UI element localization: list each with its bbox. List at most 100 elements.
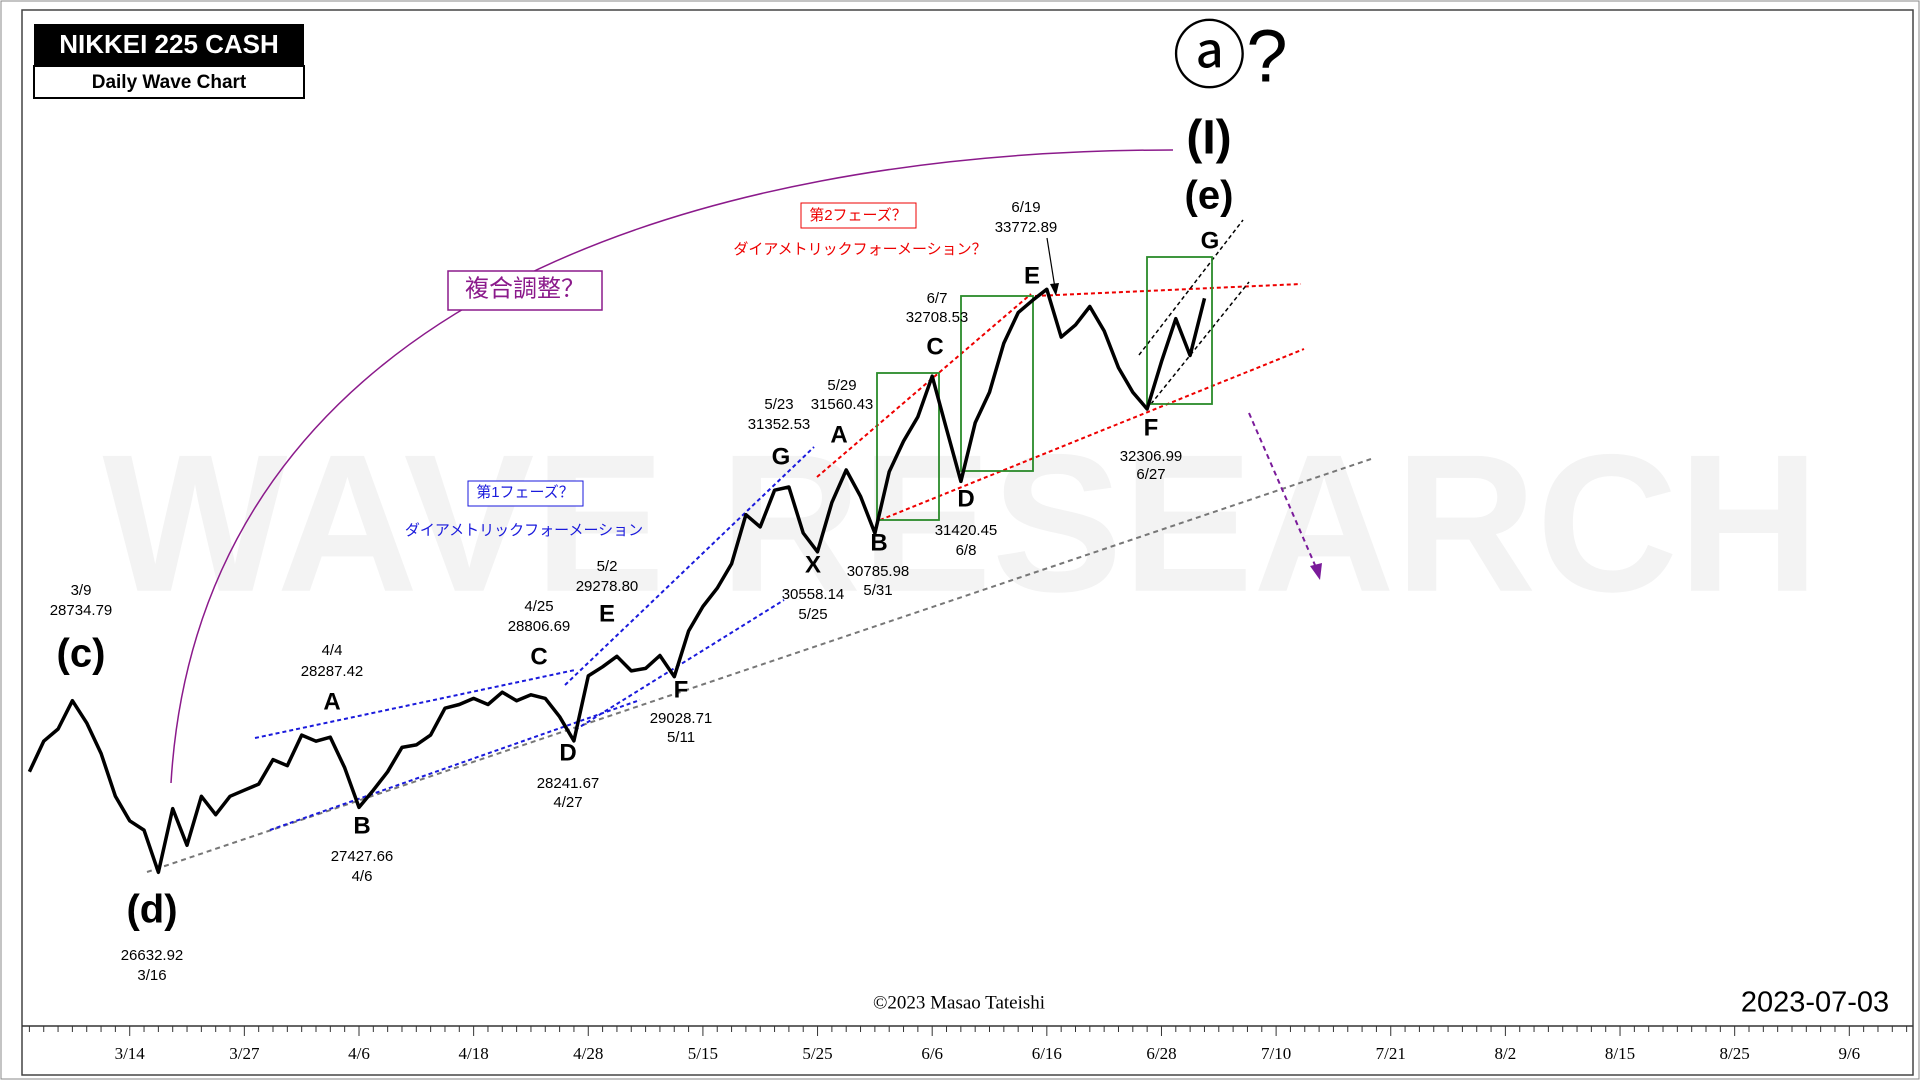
guide-line xyxy=(1150,281,1250,405)
plot-frame xyxy=(21,9,1914,1076)
chart-title: NIKKEI 225 CASH xyxy=(59,29,279,59)
annotation: 5/29 xyxy=(827,377,856,394)
annotation: 3/9 xyxy=(71,582,92,599)
x-tick-label: 7/10 xyxy=(1261,1044,1291,1063)
x-tick-label: 4/6 xyxy=(348,1044,370,1063)
annotation: A xyxy=(830,421,847,448)
annotation: 28287.42 xyxy=(301,663,364,680)
annotation: ダイアメトリックフォーメーション xyxy=(405,522,643,539)
annotation: 5/2 xyxy=(597,558,618,575)
annotation: D xyxy=(559,739,576,766)
guide-line xyxy=(816,293,1032,478)
x-tick-label: 4/28 xyxy=(573,1044,603,1063)
annotation: 29278.80 xyxy=(576,578,639,595)
label-box xyxy=(800,202,917,229)
wave-box xyxy=(876,372,940,521)
annotation: 30785.98 xyxy=(847,563,910,580)
guide-line xyxy=(564,446,815,686)
arrow xyxy=(1248,412,1319,573)
annotation: 4/6 xyxy=(352,868,373,885)
annotation: C xyxy=(530,643,547,670)
copyright: ©2023 Masao Tateishi xyxy=(873,992,1045,1013)
annotation: 28806.69 xyxy=(508,618,571,635)
annotation: (c) xyxy=(57,632,106,676)
guide-line xyxy=(269,699,641,831)
arrow-head xyxy=(1310,563,1322,580)
annotation: 32708.53 xyxy=(906,309,969,326)
annotation: 6/7 xyxy=(927,290,948,307)
annotation: F xyxy=(674,676,689,703)
annotation: B xyxy=(353,812,370,839)
annotation: X xyxy=(805,551,821,578)
annotation: 26632.92 xyxy=(121,947,184,964)
annotation: 5/11 xyxy=(667,729,695,746)
x-tick-label: 3/27 xyxy=(229,1044,260,1063)
annotation: 28734.79 xyxy=(50,602,113,619)
x-tick-label: 3/14 xyxy=(115,1044,146,1063)
annotation: G xyxy=(1201,227,1220,254)
label-box xyxy=(467,480,584,507)
x-tick-label: 5/15 xyxy=(688,1044,718,1063)
annotation: (I) xyxy=(1186,112,1231,165)
x-tick-label: 6/16 xyxy=(1032,1044,1062,1063)
annotation: 4/25 xyxy=(524,598,553,615)
annotation: 6/8 xyxy=(956,542,977,559)
x-tick-label: 8/15 xyxy=(1605,1044,1635,1063)
x-tick-label: 7/21 xyxy=(1376,1044,1406,1063)
annotation: (e) xyxy=(1185,174,1234,218)
annotation: 4/27 xyxy=(553,794,582,811)
annotation: B xyxy=(870,529,887,556)
annotation: E xyxy=(1024,262,1040,289)
annotation: 5/23 xyxy=(764,396,793,413)
label-box xyxy=(447,270,603,311)
annotation: 6/27 xyxy=(1136,466,1165,483)
annotation: 30558.14 xyxy=(782,586,845,603)
x-tick-label: 8/2 xyxy=(1495,1044,1517,1063)
wave-box xyxy=(1146,256,1213,405)
annotation: 27427.66 xyxy=(331,848,394,865)
guide-line xyxy=(574,599,785,731)
x-tick-label: 5/25 xyxy=(802,1044,832,1063)
annotation: G xyxy=(772,443,791,470)
x-tick-label: 9/6 xyxy=(1838,1044,1860,1063)
annotation: 5/31 xyxy=(863,582,892,599)
arrow-head xyxy=(1050,283,1059,296)
annotation: ⓐ? xyxy=(1172,15,1287,98)
arrow xyxy=(1046,237,1056,289)
annotation: 29028.71 xyxy=(650,710,713,727)
annotation: E xyxy=(599,600,615,627)
annotation: A xyxy=(323,688,340,715)
annotation: 31420.45 xyxy=(935,522,998,539)
annotation: 複合調整？ xyxy=(465,275,585,302)
guide-line xyxy=(1034,283,1302,297)
subtitle-box xyxy=(33,65,305,99)
annotation: 第1フェーズ？ xyxy=(476,483,574,501)
annotation: 31560.43 xyxy=(811,396,874,413)
x-tick-label: 6/6 xyxy=(921,1044,943,1063)
guide-line xyxy=(1138,219,1244,356)
annotation: C xyxy=(926,333,943,360)
annotation: 33772.89 xyxy=(995,219,1058,236)
annotations: ⓐ? (I) (e) G 6/19 33772.89 E 第2フェーズ？ ダイア… xyxy=(50,15,1889,1019)
annotation: D xyxy=(957,485,974,512)
annotation: 3/16 xyxy=(137,967,166,984)
guide-line xyxy=(879,348,1305,521)
annotation: 6/19 xyxy=(1011,199,1040,216)
x-ticks: 3/14 3/27 4/6 4/18 4/28 5/15 5/25 6/6 6/16 6/28 7/… xyxy=(28,1026,1908,1063)
annotation: 28241.67 xyxy=(537,775,600,792)
x-tick-label: 4/18 xyxy=(459,1044,489,1063)
annotation: 31352.53 xyxy=(748,416,811,433)
annotation: 5/25 xyxy=(798,606,827,623)
annotation: 第2フェーズ？ xyxy=(809,206,907,224)
date-stamp: 2023-07-03 xyxy=(1741,987,1889,1019)
annotation: 32306.99 xyxy=(1120,448,1183,465)
guide-line xyxy=(254,669,576,739)
annotation: (d) xyxy=(126,888,177,932)
chart-subtitle: Daily Wave Chart xyxy=(92,72,247,93)
title-box xyxy=(34,24,304,66)
x-tick-label: 8/25 xyxy=(1720,1044,1750,1063)
annotation: F xyxy=(1144,414,1159,441)
x-tick-label: 6/28 xyxy=(1146,1044,1176,1063)
